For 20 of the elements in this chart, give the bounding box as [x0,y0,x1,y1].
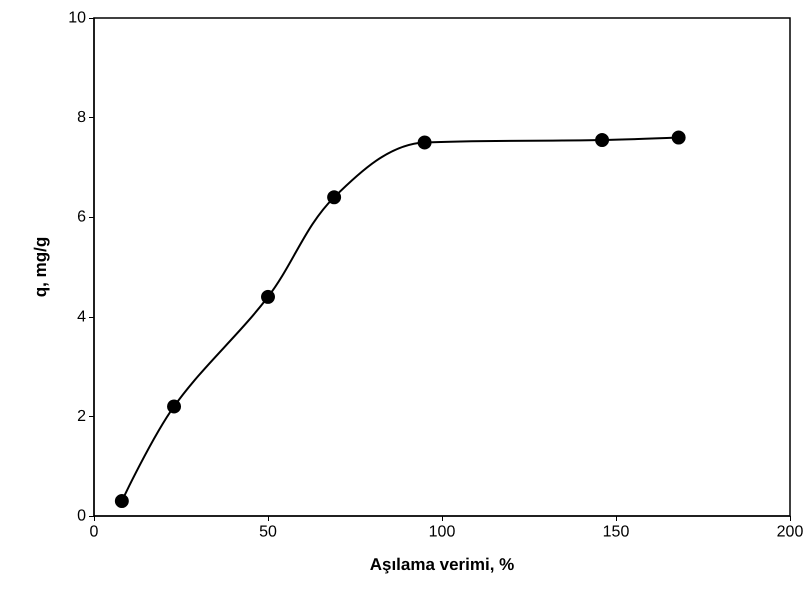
y-tick-label: 4 [77,308,86,326]
point [114,494,129,508]
y-tick-label: 8 [77,109,86,126]
x-tick-label: 100 [428,524,456,540]
y-tick-label: 2 [77,408,86,425]
x-axis-title: Aşılama verimi, % [370,555,514,574]
y-tick-label: 0 [77,508,86,524]
point [418,136,432,150]
y-tick-label: 10 [68,10,86,26]
y-tick-label: 6 [77,208,86,226]
point [167,399,182,414]
y-axis-title: q, mg/g [31,236,50,298]
point [595,133,610,148]
point [672,130,686,145]
x-tick-label: 50 [259,524,277,540]
point [327,190,342,204]
x-tick-label: 150 [602,524,630,540]
x-tick-label: 0 [90,524,99,540]
x-tick-label: 200 [776,524,804,540]
point [261,290,275,304]
